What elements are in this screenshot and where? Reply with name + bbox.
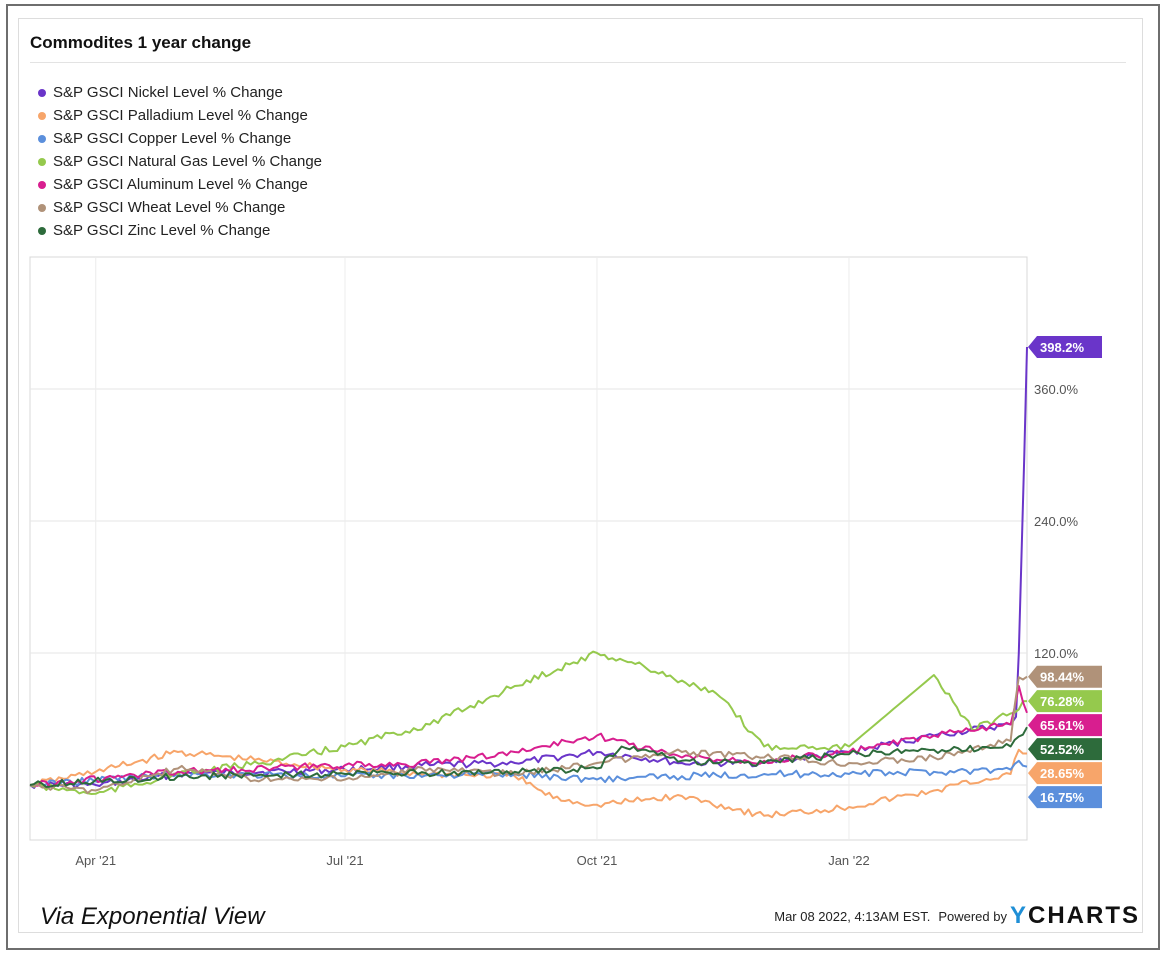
end-value-label: 76.28% [1040, 694, 1085, 709]
end-value-tag [1028, 738, 1102, 761]
series-line [29, 685, 1028, 788]
watermark-text: Via Exponential View [40, 903, 265, 930]
legend-swatch [38, 227, 46, 235]
x-tick-label: Apr '21 [75, 853, 116, 868]
plot-area [29, 256, 1028, 841]
end-value-tag [1028, 665, 1102, 688]
legend-item[interactable]: S&P GSCI Palladium Level % Change [38, 107, 322, 130]
legend-item[interactable]: S&P GSCI Natural Gas Level % Change [38, 153, 322, 176]
ycharts-logo[interactable]: Y CHARTS [1010, 902, 1140, 930]
timestamp: Mar 08 2022, 4:13AM EST. [774, 908, 931, 924]
legend-swatch [38, 158, 46, 166]
legend-item[interactable]: S&P GSCI Wheat Level % Change [38, 199, 322, 222]
x-tick-label: Jan '22 [828, 853, 870, 868]
legend-swatch [38, 135, 46, 143]
legend-item[interactable]: S&P GSCI Copper Level % Change [38, 130, 322, 153]
legend-label: S&P GSCI Natural Gas Level % Change [53, 153, 323, 170]
series-line [29, 726, 1028, 788]
chart-footer: Mar 08 2022, 4:13AM EST. Powered by Y CHA… [774, 902, 1140, 930]
outer-frame [6, 4, 1160, 950]
end-value-label: 98.44% [1040, 670, 1085, 685]
y-tick-label: 360.0% [1034, 382, 1079, 397]
ycharts-logo-y: Y [1009, 902, 1028, 929]
x-tick-label: Jul '21 [326, 853, 363, 868]
legend-label: S&P GSCI Wheat Level % Change [53, 199, 286, 216]
legend-label: S&P GSCI Nickel Level % Change [53, 84, 283, 101]
title-divider [30, 62, 1126, 63]
end-value-label: 65.61% [1040, 718, 1085, 733]
legend-item[interactable]: S&P GSCI Zinc Level % Change [38, 222, 322, 245]
legend-item[interactable]: S&P GSCI Nickel Level % Change [38, 84, 322, 107]
powered-by-label: Powered by [938, 908, 1007, 924]
legend-item[interactable]: S&P GSCI Aluminum Level % Change [38, 176, 322, 199]
legend-label: S&P GSCI Copper Level % Change [53, 130, 292, 147]
ycharts-logo-text: CHARTS [1028, 902, 1140, 929]
series-line [29, 748, 1027, 819]
end-value-tag [1028, 690, 1102, 713]
chart-title: Commodites 1 year change [30, 33, 252, 52]
end-value-tag [1028, 786, 1102, 809]
legend-label: S&P GSCI Palladium Level % Change [53, 107, 308, 124]
end-value-label: 28.65% [1040, 766, 1085, 781]
legend-label: S&P GSCI Aluminum Level % Change [53, 176, 308, 193]
end-value-label: 16.75% [1040, 790, 1085, 805]
legend-swatch [38, 181, 46, 189]
end-value-label: 398.2% [1040, 340, 1085, 355]
legend-label: S&P GSCI Zinc Level % Change [53, 222, 271, 239]
legend-swatch [38, 204, 46, 212]
legend-swatch [38, 89, 46, 97]
end-value-tag [1028, 714, 1102, 737]
chart-legend: S&P GSCI Nickel Level % Change S&P GSCI P… [38, 84, 322, 245]
legend-swatch [38, 112, 46, 120]
y-tick-label: 120.0% [1034, 646, 1079, 661]
x-tick-label: Oct '21 [577, 853, 618, 868]
end-value-tag [1028, 335, 1102, 358]
y-tick-label: 240.0% [1034, 514, 1079, 529]
end-value-label: 52.52% [1040, 742, 1085, 757]
end-value-tag [1028, 762, 1102, 785]
